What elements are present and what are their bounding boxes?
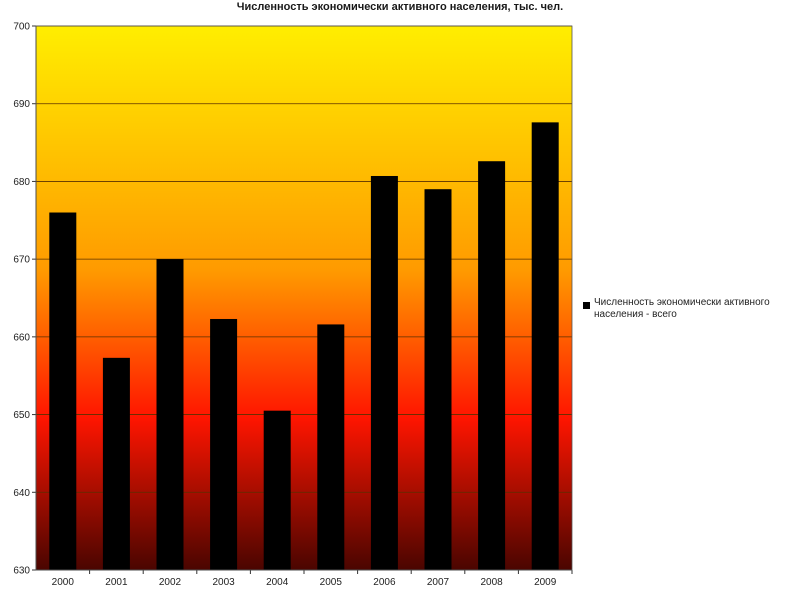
bar-2009 — [531, 122, 559, 570]
bar-2000 — [49, 212, 77, 570]
bar-2004 — [263, 410, 291, 570]
x-tick-label: 2002 — [159, 577, 182, 588]
y-tick-label: 670 — [13, 255, 30, 266]
x-tick-label: 2004 — [266, 577, 289, 588]
bar-2008 — [478, 161, 506, 571]
legend-label: Численность экономически активного насел… — [594, 297, 770, 320]
bar-2003 — [210, 318, 238, 570]
y-tick-label: 630 — [13, 566, 30, 577]
plot-border — [35, 25, 573, 571]
x-tick-label: 2005 — [320, 577, 343, 588]
y-tick-label: 700 — [13, 22, 30, 33]
x-tick-label: 2007 — [427, 577, 450, 588]
legend: Численность экономически активного насел… — [583, 297, 798, 321]
bar-2001 — [102, 357, 130, 570]
bar-2006 — [370, 175, 398, 570]
x-tick-label: 2008 — [480, 577, 503, 588]
bar-2007 — [424, 189, 452, 570]
y-tick-label: 660 — [13, 332, 30, 343]
bar-2002 — [156, 259, 184, 570]
y-tick-label: 640 — [13, 488, 30, 499]
chart-title: Численность экономически активного насел… — [236, 1, 564, 13]
bars — [49, 122, 559, 571]
y-tick-label: 680 — [13, 177, 30, 188]
x-tick-label: 2003 — [212, 577, 235, 588]
y-tick-label: 650 — [13, 410, 30, 421]
x-tick-label: 2006 — [373, 577, 396, 588]
x-tick-label: 2000 — [52, 577, 75, 588]
tick-labels: 630 640 650 660 670 680 690 700 2000 2001 2002 2003… — [13, 22, 556, 589]
y-tick-label: 690 — [13, 99, 30, 110]
x-tick-label: 2001 — [105, 577, 128, 588]
axes — [35, 25, 573, 571]
legend-swatch — [583, 302, 590, 309]
x-tick-label: 2009 — [534, 577, 557, 588]
bar-2005 — [317, 324, 345, 570]
